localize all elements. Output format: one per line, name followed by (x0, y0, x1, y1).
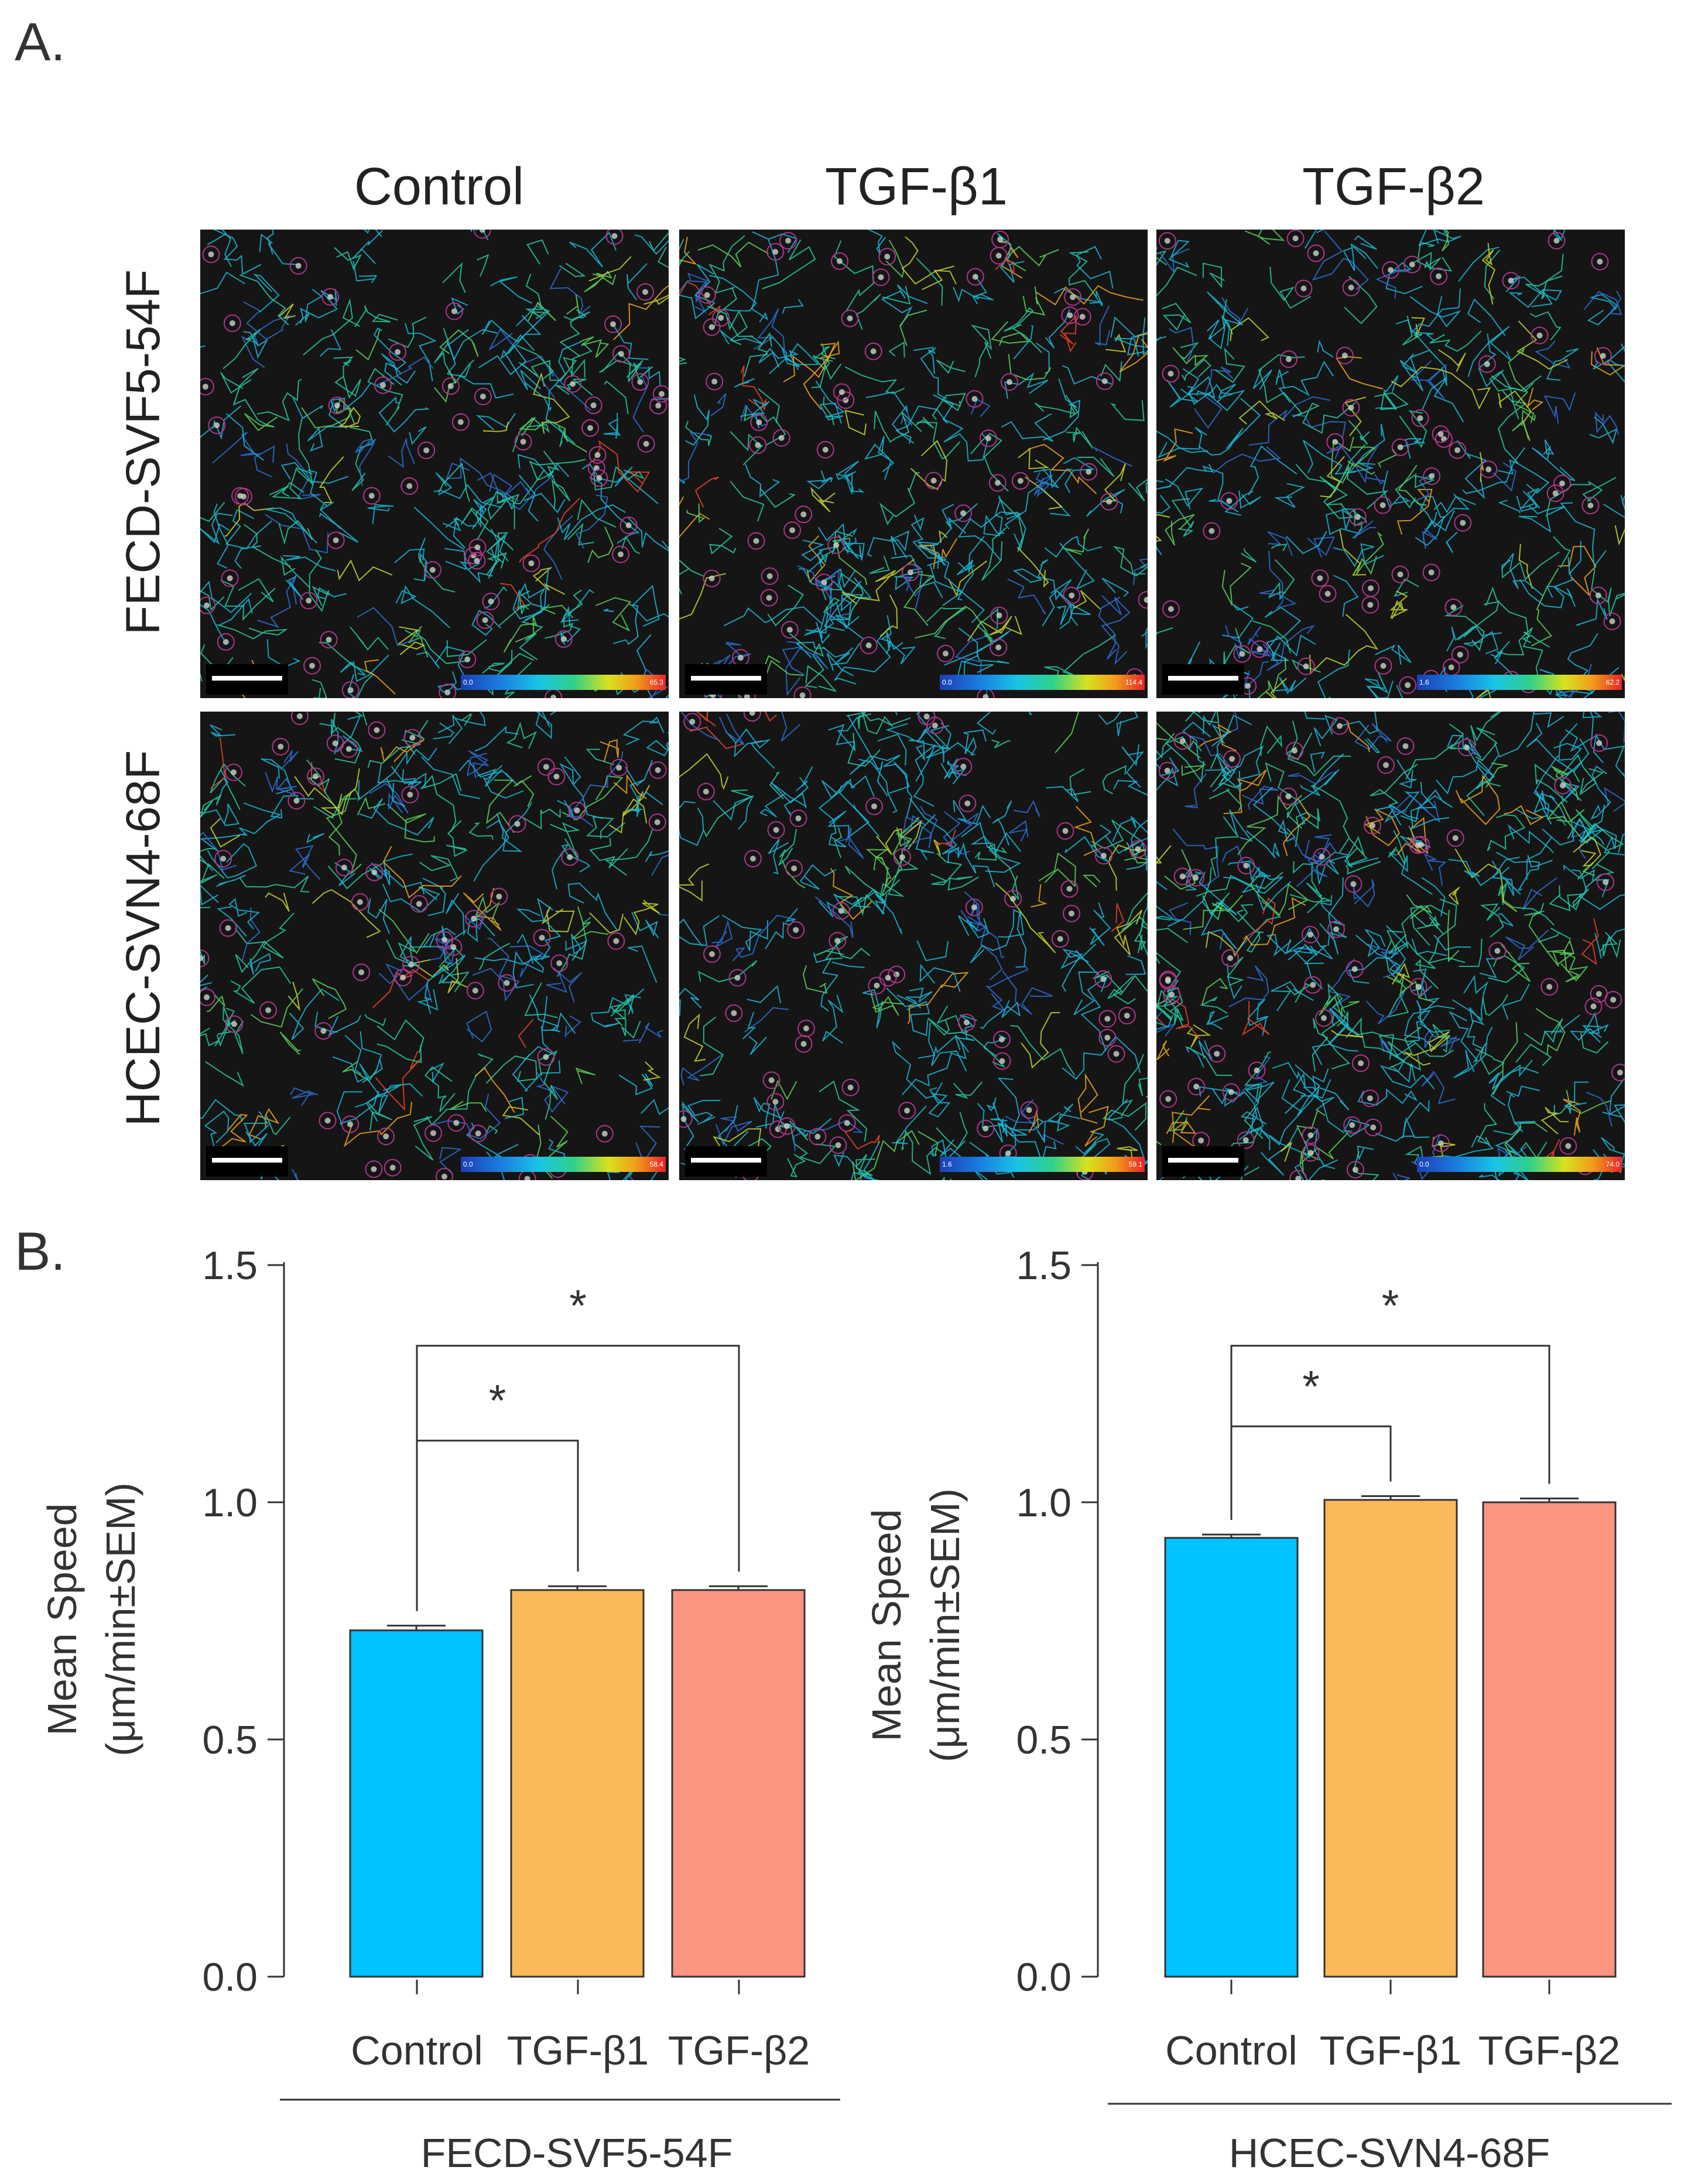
colorbar-min-label: 1.6 (1419, 678, 1429, 686)
panel-b-label: B. (15, 1222, 66, 1281)
micrograph-hcec-svn4-68f-tgf-b2: 0.0 74.0 (1156, 712, 1625, 1180)
significance-bracket (416, 1440, 579, 1611)
y-tick-label: 0.0 (202, 1955, 258, 2000)
scale-bar (212, 1158, 282, 1163)
bar-TGF-β2 (1482, 1501, 1617, 1978)
significance-bracket (416, 1345, 740, 1611)
speed-colorbar: 0.0 114.4 (940, 675, 1145, 690)
speed-colorbar: 0.0 74.0 (1417, 1157, 1622, 1172)
colorbar-min-label: 0.0 (463, 1160, 473, 1168)
speed-colorbar: 1.6 59.1 (940, 1157, 1145, 1172)
colorbar-max-label: 59.1 (1128, 1160, 1142, 1168)
bar-TGF-β2 (671, 1589, 806, 1978)
panel-a-label: A. (15, 12, 66, 72)
y-axis-label: Mean Speed (39, 1503, 85, 1736)
micrograph-fecd-svf5-54f-tgf-b2: 1.6 62.2 (1156, 230, 1625, 698)
x-category-label: Control (351, 2028, 483, 2073)
colorbar-min-label: 0.0 (1419, 1160, 1429, 1168)
y-axis-label-units: (μm/min±SEM) (922, 1488, 968, 1762)
y-tick-label: 1.5 (202, 1243, 258, 1288)
row-title-hcec: HCEC-SVN4-68F (117, 750, 170, 1127)
colorbar-max-label: 74.0 (1605, 1160, 1620, 1168)
speed-colorbar: 0.0 58.4 (461, 1157, 666, 1172)
micrograph-fecd-svf5-54f-tgf-b1: 0.0 114.4 (679, 230, 1148, 698)
significance-star: * (489, 1376, 506, 1426)
scale-bar (1168, 676, 1238, 681)
significance-bracket (1230, 1345, 1550, 1520)
micrograph-hcec-svn4-68f-tgf-b1: 1.6 59.1 (679, 712, 1148, 1180)
micrograph-fecd-svf5-54f-control: 0.0 65.3 (200, 230, 669, 698)
y-axis-label: Mean Speed (864, 1509, 909, 1742)
colorbar-max-label: 62.2 (1605, 678, 1620, 686)
group-label: HCEC-SVN4-68F (1229, 2130, 1550, 2176)
colorbar-max-label: 58.4 (649, 1160, 663, 1168)
row-title-fecd: FECD-SVF5-54F (117, 269, 170, 635)
bar-Control (1164, 1537, 1299, 1978)
scale-bar (212, 676, 282, 681)
cell-tracks (679, 712, 1148, 1180)
column-title-control: Control (354, 158, 525, 216)
colorbar-max-label: 65.3 (649, 678, 663, 686)
colorbar-max-label: 114.4 (1125, 678, 1142, 686)
bar-TGF-β1 (1323, 1499, 1458, 1978)
colorbar-min-label: 0.0 (942, 678, 952, 686)
speed-colorbar: 0.0 65.3 (461, 675, 666, 690)
column-title-tgf-b1: TGF-β1 (825, 158, 1008, 216)
x-category-label: TGF-β2 (1478, 2028, 1620, 2073)
y-tick-label: 0.5 (202, 1718, 258, 1762)
cell-tracks (200, 230, 669, 698)
group-label: FECD-SVF5-54F (421, 2130, 733, 2176)
scale-bar (1168, 1158, 1238, 1163)
x-category-label: Control (1165, 2028, 1298, 2073)
speed-colorbar: 1.6 62.2 (1417, 675, 1622, 690)
x-category-label: TGF-β1 (507, 2028, 649, 2073)
cell-tracks (679, 230, 1148, 698)
y-tick-label: 1.0 (1016, 1481, 1071, 1525)
scale-bar (691, 1158, 761, 1163)
x-category-label: TGF-β1 (1320, 2028, 1461, 2073)
colorbar-min-label: 1.6 (942, 1160, 952, 1168)
y-axis-label-units: (μm/min±SEM) (98, 1482, 143, 1756)
micrograph-hcec-svn4-68f-control: 0.0 58.4 (200, 712, 669, 1180)
bar-Control (349, 1629, 484, 1978)
cell-tracks (200, 712, 669, 1180)
cell-tracks (1156, 712, 1625, 1180)
bar-TGF-β1 (510, 1589, 645, 1978)
y-tick-label: 1.5 (1016, 1243, 1071, 1288)
scale-bar (691, 676, 761, 681)
y-tick-label: 0.0 (1016, 1955, 1071, 2000)
cell-tracks (1156, 230, 1625, 698)
colorbar-min-label: 0.0 (463, 678, 473, 686)
significance-bracket (1230, 1425, 1392, 1520)
column-title-tgf-b2: TGF-β2 (1302, 158, 1485, 216)
significance-star: * (1382, 1281, 1399, 1331)
significance-star: * (569, 1281, 587, 1331)
x-category-label: TGF-β2 (668, 2028, 810, 2073)
y-tick-label: 0.5 (1016, 1718, 1071, 1762)
y-tick-label: 1.0 (202, 1481, 258, 1525)
significance-star: * (1302, 1362, 1320, 1411)
